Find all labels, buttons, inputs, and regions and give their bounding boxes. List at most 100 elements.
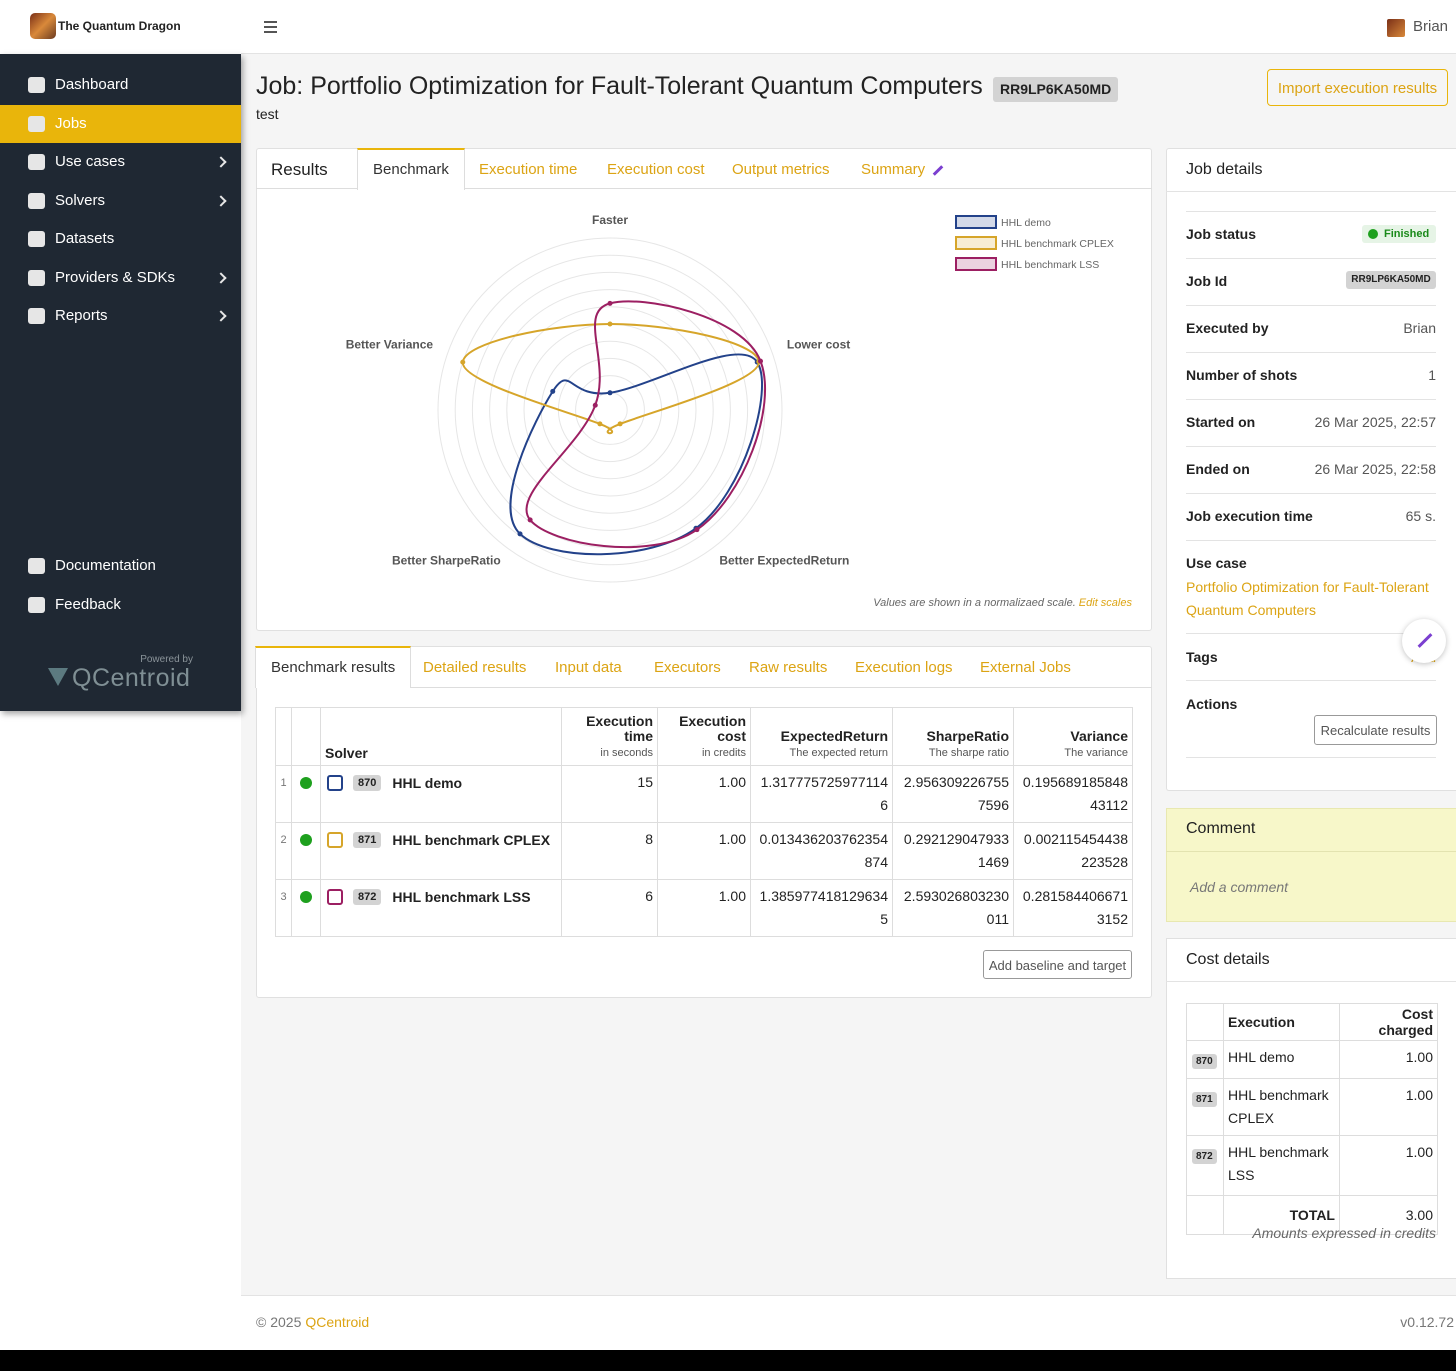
legend-label: HHL demo — [1001, 217, 1051, 229]
column-subtitle: The variance — [1064, 747, 1128, 759]
tab[interactable]: Executors — [654, 659, 721, 676]
magic-button[interactable] — [1402, 619, 1446, 663]
nav-link[interactable]: Solvers — [55, 191, 106, 209]
nav-icon — [28, 597, 45, 613]
add-baseline-button[interactable]: Add baseline and target — [983, 950, 1132, 979]
tab[interactable]: Raw results — [749, 659, 828, 676]
nav-link[interactable]: Use cases — [55, 153, 126, 170]
footer-link[interactable]: QCentroid — [305, 1314, 370, 1330]
nav-link[interactable]: Reports — [55, 307, 108, 324]
solver-name[interactable]: HHL benchmark CPLEX — [392, 832, 551, 849]
tab[interactable]: Execution cost — [607, 161, 705, 178]
tab[interactable]: Benchmark — [373, 161, 449, 178]
brand[interactable]: The Quantum Dragon — [58, 19, 181, 33]
tab[interactable]: External Jobs — [980, 659, 1071, 676]
detail-label: Started on — [1186, 414, 1256, 430]
grid-ring — [575, 375, 645, 445]
nav-icon — [28, 77, 45, 93]
table-row: 2 871 HHL benchmark CPLEX 8 1.00 0.0134362037… — [275, 822, 1133, 880]
axis-label: Better SharpeRatio — [392, 553, 501, 567]
data-point — [607, 321, 613, 327]
row-divider — [1186, 493, 1436, 494]
note-link[interactable]: Edit scales — [1078, 597, 1132, 609]
recalculate-button[interactable]: Recalculate results — [1314, 715, 1437, 745]
detail-label: Number of shots — [1186, 367, 1298, 383]
header-cell: Execution cost in credits — [657, 707, 751, 766]
status-dot — [300, 777, 312, 789]
legend-label: HHL benchmark LSS — [1001, 259, 1099, 271]
nav-icon — [28, 154, 45, 170]
name-cell: HHL demo — [1223, 1040, 1340, 1079]
data-point — [592, 402, 598, 408]
nav-icon — [28, 269, 45, 286]
status-dot — [300, 891, 312, 903]
detail-value: 65 s. — [1405, 508, 1436, 524]
tab[interactable]: Benchmark results — [271, 659, 396, 676]
detail-value: 1 — [1428, 367, 1436, 383]
header-row: Execution Cost charged — [1186, 1003, 1438, 1041]
name-cell: HHL benchmark CPLEX — [1223, 1078, 1340, 1136]
table-row: 871 HHL benchmark CPLEX 1.00 — [1186, 1078, 1438, 1136]
job-details-card — [1166, 148, 1456, 791]
tab-active — [255, 646, 411, 688]
value-cell: 1.00 — [657, 822, 751, 880]
status-cell — [291, 822, 321, 880]
page-title: Job: Portfolio Optimization for Fault-To… — [256, 72, 983, 100]
row-number: 3 — [275, 879, 292, 937]
value-cell: 0.2815844066713152 — [1013, 879, 1133, 937]
column-title: ExpectedReturn — [780, 728, 888, 744]
cost-cell: 1.00 — [1339, 1135, 1438, 1196]
nav-link[interactable]: Dashboard — [55, 76, 129, 93]
value-cell: 1.3859774181296345 — [750, 879, 893, 937]
card-header-line — [1166, 191, 1456, 192]
import-button[interactable]: Import execution results — [1267, 69, 1448, 106]
detail-label: Use case — [1186, 555, 1247, 571]
nav-icon — [28, 115, 45, 132]
radar-chart: Faster Lower cost Better ExpectedReturn Bet… — [346, 213, 1114, 583]
user-name[interactable]: Brian — [1413, 18, 1449, 35]
powered-brand[interactable]: QCentroid — [72, 664, 191, 692]
comment-card — [1166, 808, 1456, 922]
wand-icon — [1417, 633, 1433, 648]
row-divider — [1186, 757, 1436, 758]
nav-link[interactable]: Datasets — [55, 230, 115, 247]
solver-name[interactable]: HHL benchmark LSS — [392, 889, 531, 906]
tab[interactable]: Output metrics — [732, 161, 830, 178]
data-point — [597, 421, 603, 427]
header-cell: Execution — [1223, 1003, 1340, 1041]
tab[interactable]: Detailed results — [423, 659, 527, 676]
header-cell: Cost charged — [1339, 1003, 1438, 1041]
nav-icon — [28, 558, 45, 574]
value-cell: 1.00 — [657, 879, 751, 937]
nav-link[interactable]: Providers & SDKs — [55, 268, 176, 286]
tab[interactable]: Execution time — [479, 161, 578, 178]
detail-label: Job Id — [1186, 273, 1228, 289]
value-cell: 2.9563092267557596 — [892, 765, 1014, 823]
table-row: 870 HHL demo 1.00 — [1186, 1040, 1438, 1079]
nav-link[interactable]: Documentation — [55, 557, 156, 574]
column-subtitle: The sharpe ratio — [928, 747, 1009, 759]
tab[interactable]: Summary — [861, 161, 926, 178]
tab[interactable]: Execution logs — [855, 659, 953, 676]
solver-cell: 871 HHL benchmark CPLEX — [320, 822, 562, 880]
use-case-link[interactable]: Portfolio Optimization for Fault-Toleran… — [1186, 579, 1429, 618]
axis-label: Better ExpectedReturn — [719, 553, 849, 567]
header-cell: Variance The variance — [1013, 707, 1133, 766]
grid-ring — [471, 271, 749, 549]
value-cell: 1.3177757259771146 — [750, 765, 893, 823]
row-divider — [1186, 305, 1436, 306]
hamburger-line — [264, 21, 277, 23]
comment-placeholder[interactable]: Add a comment — [1190, 879, 1289, 895]
card-title: Job details — [1186, 161, 1263, 178]
header-cell — [291, 707, 321, 766]
tab[interactable]: Input data — [555, 659, 622, 676]
row-number: 1 — [275, 765, 292, 823]
nav-link[interactable]: Jobs — [55, 114, 87, 132]
nav-icon — [28, 308, 45, 324]
detail-label: Job execution time — [1186, 508, 1313, 524]
solver-name[interactable]: HHL demo — [392, 775, 463, 792]
nav-link[interactable]: Feedback — [55, 596, 121, 613]
color-box — [327, 889, 343, 906]
row-divider — [1186, 540, 1436, 541]
name-cell: HHL benchmark LSS — [1223, 1135, 1340, 1196]
